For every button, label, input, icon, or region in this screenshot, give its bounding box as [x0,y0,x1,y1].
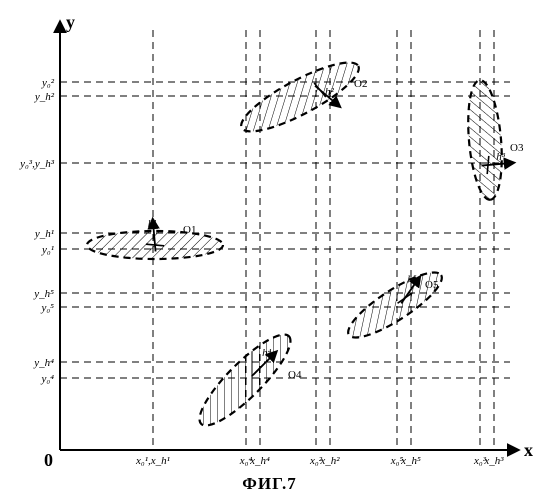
x-tick-label: x_h² [319,455,340,467]
svg-text:h²: h² [325,86,335,98]
y-tick-label: y₀⁴ [40,373,54,385]
y-tick-label: y_h⁵ [33,288,54,300]
ellipse-O5 [341,262,450,347]
x-axis-label: x [524,440,533,460]
origin-label: 0 [44,450,53,470]
y-tick-label: y₀² [41,77,55,89]
ellipse-O3 [464,79,506,201]
figure-svg: h¹ O1 h² O2 h³ O3 h⁴ O4 h⁵ O5 x y 0 y₀² y_h² y₀³,y_h³ y_… [0,0,539,500]
ellipse-O2 [234,51,367,143]
x-tick-label: x_h⁴ [249,455,270,467]
svg-text:h⁴: h⁴ [262,347,272,359]
svg-text:O2: O2 [354,78,367,90]
y-tick-label: y₀¹ [41,244,54,256]
svg-text:h¹: h¹ [148,218,157,230]
svg-text:h⁵: h⁵ [407,273,417,285]
y-tick-label: y_h¹ [34,228,54,240]
x-tick-label: x_h⁵ [400,455,421,467]
x-tick-label: x_h³ [483,455,504,467]
svg-text:O1: O1 [183,224,196,236]
x-tick-label: x₀¹,x_h¹ [135,455,170,467]
y-axis-label: y [66,12,75,32]
y-tick-label: y₀³,y_h³ [19,158,55,170]
svg-text:h³: h³ [496,151,506,163]
svg-text:O5: O5 [425,279,439,291]
figure-caption: ФИГ.7 [0,474,539,494]
ellipse-O4 [189,324,301,436]
svg-text:O4: O4 [288,369,302,381]
svg-text:O3: O3 [510,142,524,154]
y-tick-label: y_h⁴ [33,357,54,369]
y-tick-label: y₀⁵ [40,302,54,314]
y-tick-label: y_h² [34,91,55,103]
